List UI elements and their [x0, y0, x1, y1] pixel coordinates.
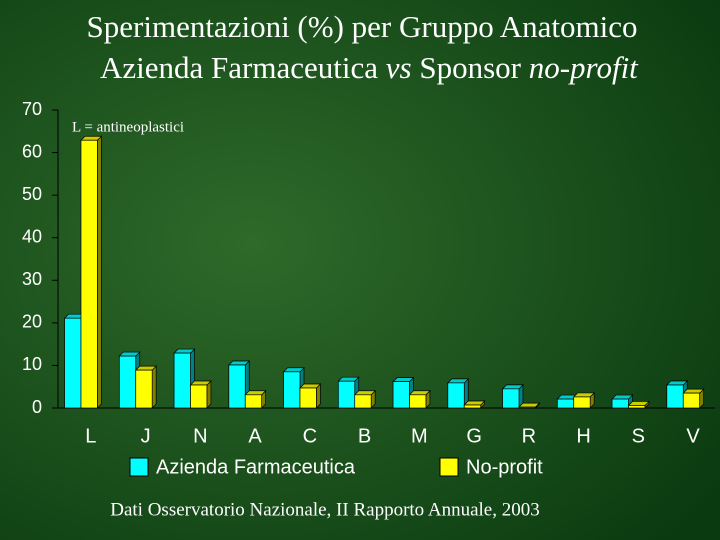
- bar: [80, 139, 98, 409]
- x-tick-label: A: [248, 425, 262, 447]
- legend-label: Azienda Farmaceutica: [156, 456, 356, 478]
- y-tick-label: 0: [32, 397, 42, 417]
- bar: [337, 380, 356, 409]
- legend-swatch: [129, 457, 149, 477]
- x-tick-label: M: [411, 425, 428, 447]
- y-tick-label: 50: [22, 184, 42, 204]
- bar: [666, 384, 684, 409]
- x-tick-label: G: [466, 425, 482, 447]
- bar: [64, 317, 82, 409]
- bar-top: [189, 380, 212, 386]
- bar-side: [206, 380, 212, 409]
- bar-top: [353, 390, 377, 396]
- bar: [299, 387, 317, 409]
- bar: [354, 394, 372, 409]
- y-tick-label: 40: [22, 226, 42, 246]
- x-tick-label: S: [632, 425, 645, 447]
- title-part: Azienda Farmaceutica: [100, 50, 386, 85]
- y-tick-label: 20: [22, 312, 42, 332]
- x-tick-label: N: [193, 425, 207, 447]
- bar-top: [134, 365, 158, 371]
- bar-top: [627, 401, 650, 406]
- bar-top: [665, 380, 689, 386]
- source-note: Dati Osservatorio Nazionale, II Rapporto…: [110, 499, 540, 520]
- chart-title: Sperimentazioni (%) per Gruppo Anatomico: [87, 9, 638, 44]
- y-tick-label: 10: [22, 354, 42, 374]
- x-tick-label: V: [686, 425, 700, 447]
- bar-top: [299, 383, 322, 389]
- bar-top: [244, 390, 267, 396]
- annotation: L = antineoplastici: [72, 119, 184, 135]
- legend-swatch: [439, 457, 459, 477]
- bar: [118, 355, 137, 409]
- bar-side: [97, 135, 102, 409]
- bar-top: [611, 394, 634, 400]
- y-tick-label: 70: [22, 99, 42, 119]
- legend-label: No-profit: [466, 456, 543, 478]
- bar-top: [392, 377, 415, 382]
- bar-top: [463, 400, 486, 406]
- bar: [556, 398, 575, 409]
- bar: [518, 406, 536, 409]
- bar: [173, 352, 191, 409]
- x-tick-label: L: [85, 425, 96, 447]
- title-part: no-profit: [529, 50, 639, 85]
- bar-top: [118, 351, 141, 357]
- bar: [628, 405, 646, 409]
- bar: [409, 394, 427, 409]
- bar-top: [173, 348, 196, 354]
- x-tick-label: B: [358, 425, 371, 447]
- bar-top: [227, 360, 251, 366]
- bar: [573, 396, 591, 409]
- bar-top: [408, 390, 431, 396]
- y-tick-label: 30: [22, 269, 42, 289]
- bar: [392, 381, 410, 409]
- bar-side: [151, 365, 157, 409]
- bar-top: [518, 402, 541, 408]
- x-tick-label: R: [522, 425, 536, 447]
- bar-top: [501, 384, 524, 390]
- x-tick-label: H: [576, 425, 590, 447]
- bar: [611, 398, 629, 409]
- bar: [447, 382, 465, 409]
- bar: [682, 392, 701, 409]
- bar: [135, 369, 153, 409]
- bar-top: [446, 378, 470, 384]
- bar: [463, 404, 482, 409]
- bar-top: [80, 135, 103, 141]
- x-tick-label: J: [141, 425, 151, 447]
- bar: [502, 388, 520, 409]
- title-part: vs: [386, 50, 412, 85]
- bar: [244, 394, 263, 409]
- x-tick-label: C: [303, 425, 317, 447]
- bar: [190, 384, 208, 409]
- title-part: Sponsor: [412, 50, 529, 85]
- chart-subtitle: Azienda Farmaceutica vs Sponsor no-profi…: [63, 50, 661, 85]
- bar: [283, 371, 301, 409]
- bar-top: [572, 392, 596, 398]
- bar-top: [282, 367, 305, 373]
- bar-top: [337, 376, 360, 382]
- y-tick-label: 60: [22, 141, 42, 161]
- bar-top: [682, 388, 705, 394]
- bar: [228, 364, 246, 409]
